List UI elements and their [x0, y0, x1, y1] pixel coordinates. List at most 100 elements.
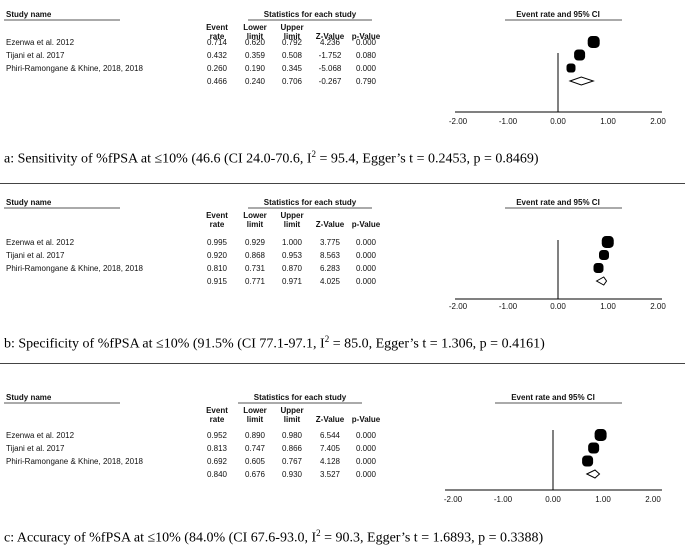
- z-value: 3.775: [320, 238, 341, 247]
- study-marker: [599, 250, 609, 260]
- p-value: 0.000: [356, 457, 377, 466]
- column-header-z-value: Z-Value: [316, 32, 345, 41]
- event-rate-value: 0.840: [207, 470, 228, 479]
- column-header-upper-limit: Upper: [280, 23, 303, 32]
- p-value: 0.000: [356, 264, 377, 273]
- p-value: 0.000: [356, 64, 377, 73]
- column-header-z-value: Z-Value: [316, 220, 345, 229]
- x-tick-label: -2.00: [449, 302, 468, 311]
- x-tick-label: 1.00: [600, 302, 616, 311]
- z-value: 6.283: [320, 264, 341, 273]
- divider: [0, 363, 685, 364]
- upper-limit-value: 0.870: [282, 264, 303, 273]
- forest-panel-accuracy: Study name Statistics for each study Event…: [0, 388, 685, 516]
- lower-limit-value: 0.359: [245, 51, 266, 60]
- event-rate-value: 0.692: [207, 457, 228, 466]
- event-rate-value: 0.915: [207, 277, 228, 286]
- forest-plot-sensitivity: Study name Statistics for each study Event…: [4, 10, 666, 126]
- lower-limit-value: 0.190: [245, 64, 266, 73]
- lower-limit-value: 0.676: [245, 470, 266, 479]
- event-rate-value: 0.920: [207, 251, 228, 260]
- x-tick-label: 1.00: [595, 495, 611, 504]
- p-value: 0.000: [356, 251, 377, 260]
- study-marker: [593, 263, 604, 273]
- column-header-statistics: Statistics for each study: [264, 198, 357, 207]
- column-header-event-rate: rate: [210, 32, 225, 41]
- study-name: Tijani et al. 2017: [6, 444, 65, 453]
- upper-limit-value: 0.706: [282, 77, 303, 86]
- p-value: 0.000: [356, 38, 377, 47]
- column-header-event-rate: Event: [206, 211, 228, 220]
- p-value: 0.000: [356, 238, 377, 247]
- z-value: 3.527: [320, 470, 341, 479]
- study-name: Phiri-Ramongane & Khine, 2018, 2018: [6, 264, 144, 273]
- column-header-upper-limit: limit: [284, 32, 301, 41]
- study-marker: [566, 63, 576, 73]
- lower-limit-value: 0.240: [245, 77, 266, 86]
- summary-diamond: [585, 469, 601, 479]
- study-marker: [574, 49, 586, 61]
- p-value: 0.000: [356, 277, 377, 286]
- summary-diamond: [568, 76, 595, 86]
- column-header-study-name: Study name: [6, 10, 52, 19]
- column-header-event-rate: rate: [210, 415, 225, 424]
- study-name: Ezenwa et al. 2012: [6, 238, 75, 247]
- column-header-event-rate: rate: [210, 220, 225, 229]
- z-value: 4.236: [320, 38, 341, 47]
- upper-limit-value: 0.953: [282, 251, 303, 260]
- upper-limit-value: 0.508: [282, 51, 303, 60]
- x-tick-label: 2.00: [645, 495, 661, 504]
- column-header-z-value: Z-Value: [316, 415, 345, 424]
- event-rate-value: 0.995: [207, 238, 228, 247]
- upper-limit-value: 0.930: [282, 470, 303, 479]
- x-tick-label: -1.00: [499, 302, 518, 311]
- column-header-lower-limit: Lower: [243, 406, 267, 415]
- upper-limit-value: 0.767: [282, 457, 303, 466]
- z-value: 6.544: [320, 431, 341, 440]
- upper-limit-value: 0.345: [282, 64, 303, 73]
- z-value: -0.267: [319, 77, 342, 86]
- p-value: 0.790: [356, 77, 377, 86]
- column-header-p-value: p-Value: [352, 415, 381, 424]
- p-value: 0.000: [356, 470, 377, 479]
- upper-limit-value: 0.792: [282, 38, 303, 47]
- study-name: Ezenwa et al. 2012: [6, 431, 75, 440]
- x-tick-label: 0.00: [550, 117, 566, 126]
- forest-panel-specificity: Study name Statistics for each study Event…: [0, 192, 685, 322]
- column-header-upper-limit: Upper: [280, 211, 303, 220]
- column-header-lower-limit: limit: [247, 32, 264, 41]
- upper-limit-value: 0.866: [282, 444, 303, 453]
- event-rate-value: 0.810: [207, 264, 228, 273]
- study-marker: [587, 36, 600, 48]
- study-marker: [588, 442, 600, 454]
- caption-sensitivity: a: Sensitivity of %fPSA at ≤10% (46.6 (C…: [4, 149, 539, 167]
- study-name: Tijani et al. 2017: [6, 51, 65, 60]
- column-header-lower-limit: limit: [247, 415, 264, 424]
- column-header-statistics: Statistics for each study: [264, 10, 357, 19]
- x-tick-label: 2.00: [650, 117, 666, 126]
- x-tick-label: -1.00: [494, 495, 513, 504]
- event-rate-value: 0.813: [207, 444, 228, 453]
- column-header-upper-limit: limit: [284, 415, 301, 424]
- column-header-p-value: p-Value: [352, 32, 381, 41]
- event-rate-value: 0.432: [207, 51, 228, 60]
- column-header-p-value: p-Value: [352, 220, 381, 229]
- event-rate-value: 0.466: [207, 77, 228, 86]
- lower-limit-value: 0.731: [245, 264, 266, 273]
- study-name: Phiri-Ramongane & Khine, 2018, 2018: [6, 457, 144, 466]
- lower-limit-value: 0.605: [245, 457, 266, 466]
- lower-limit-value: 0.929: [245, 238, 266, 247]
- column-header-lower-limit: limit: [247, 220, 264, 229]
- x-tick-label: 0.00: [550, 302, 566, 311]
- column-header-statistics: Statistics for each study: [254, 393, 347, 402]
- forest-panel-sensitivity: Study name Statistics for each study Event…: [0, 0, 685, 140]
- x-tick-label: -2.00: [444, 495, 463, 504]
- lower-limit-value: 0.890: [245, 431, 266, 440]
- x-tick-label: -1.00: [499, 117, 518, 126]
- x-tick-label: 2.00: [650, 302, 666, 311]
- x-tick-label: 0.00: [545, 495, 561, 504]
- column-header-lower-limit: Lower: [243, 211, 267, 220]
- caption-accuracy: c: Accuracy of %fPSA at ≤10% (84.0% (CI …: [4, 528, 544, 546]
- upper-limit-value: 0.980: [282, 431, 303, 440]
- z-value: -5.068: [319, 64, 342, 73]
